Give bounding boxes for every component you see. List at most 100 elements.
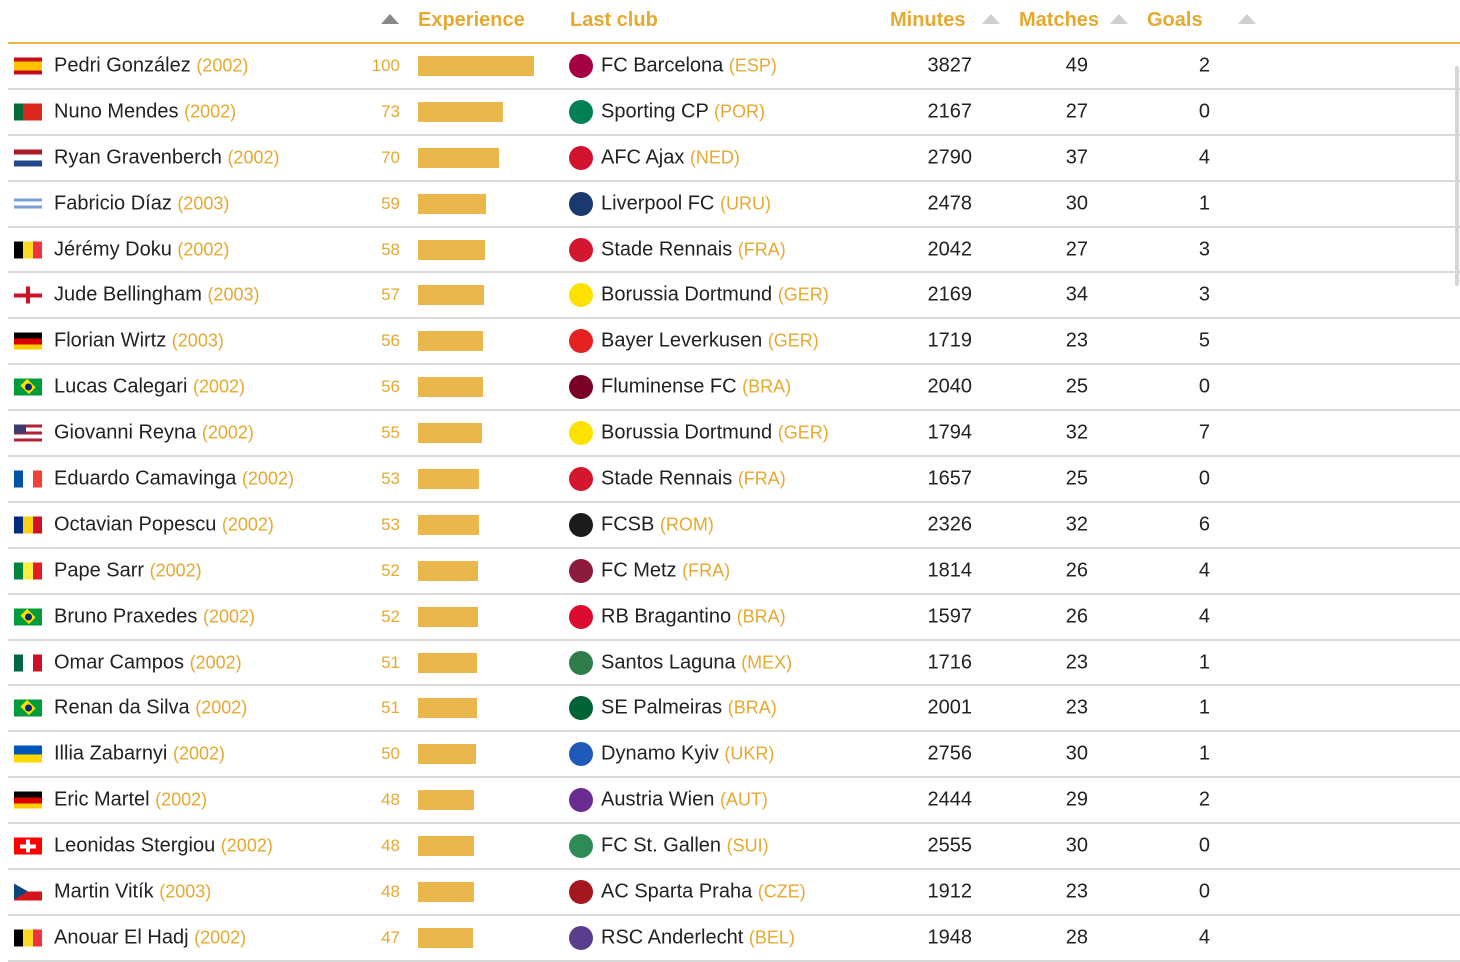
header-goals[interactable]: Goals xyxy=(1147,9,1203,31)
birth-year: (2003) xyxy=(177,193,230,214)
player-name-text: Jérémy Doku xyxy=(54,238,172,260)
last-club[interactable]: Stade Rennais (FRA) xyxy=(601,467,786,490)
table-body: Pedri González (2002) 100 FC Barcelona (ES… xyxy=(8,44,1460,962)
sort-experience-icon[interactable] xyxy=(381,14,399,24)
header-last-club[interactable]: Last club xyxy=(570,9,658,31)
experience-bar-track xyxy=(418,101,538,122)
sort-minutes-icon[interactable] xyxy=(982,14,1000,24)
player-name[interactable]: Anouar El Hadj (2002) xyxy=(54,926,246,949)
player-name-text: Pedri González xyxy=(54,54,191,77)
player-name[interactable]: Eric Martel (2002) xyxy=(54,789,207,812)
table-row[interactable]: Martin Vitík (2003) 48 AC Sparta Praha (CZ… xyxy=(8,870,1460,916)
player-name[interactable]: Jérémy Doku (2002) xyxy=(54,238,229,261)
last-club[interactable]: Fluminense FC (BRA) xyxy=(601,376,791,399)
table-row[interactable]: Illia Zabarnyi (2002) 50 Dynamo Kyiv (UKR)… xyxy=(8,732,1460,779)
table-row[interactable]: Jérémy Doku (2002) 58 Stade Rennais (FRA) 2… xyxy=(8,228,1460,274)
last-club[interactable]: SE Palmeiras (BRA) xyxy=(601,697,777,720)
player-name[interactable]: Giovanni Reyna (2002) xyxy=(54,422,254,445)
last-club[interactable]: Austria Wien (AUT) xyxy=(601,789,768,812)
player-name[interactable]: Renan da Silva (2002) xyxy=(54,697,247,720)
table-row[interactable]: Bruno Praxedes (2002) 52 RB Bragantino (BR… xyxy=(8,595,1460,641)
table-row[interactable]: Anouar El Hadj (2002) 47 RSC Anderlecht (B… xyxy=(8,916,1460,962)
club-name: Austria Wien xyxy=(601,788,715,811)
goals-value: 2 xyxy=(1198,788,1210,811)
player-name[interactable]: Nuno Mendes (2002) xyxy=(54,100,236,123)
club-country: (MEX) xyxy=(741,652,793,673)
player-name[interactable]: Fabricio Díaz (2003) xyxy=(54,192,229,215)
matches-value: 28 xyxy=(1065,926,1088,949)
last-club[interactable]: Bayer Leverkusen (GER) xyxy=(601,330,819,353)
scrollbar[interactable] xyxy=(1455,66,1459,286)
last-club[interactable]: Dynamo Kyiv (UKR) xyxy=(601,743,774,766)
sort-matches-icon[interactable] xyxy=(1110,14,1128,24)
last-club[interactable]: Liverpool FC (URU) xyxy=(601,192,771,215)
last-club[interactable]: Stade Rennais (FRA) xyxy=(601,238,786,261)
last-club[interactable]: RSC Anderlecht (BEL) xyxy=(601,926,795,949)
player-name[interactable]: Omar Campos (2002) xyxy=(54,651,242,674)
last-club[interactable]: FC St. Gallen (SUI) xyxy=(601,835,769,858)
last-club[interactable]: Sporting CP (POR) xyxy=(601,100,765,123)
player-name[interactable]: Florian Wirtz (2003) xyxy=(54,330,224,353)
last-club[interactable]: Santos Laguna (MEX) xyxy=(601,651,792,674)
matches-value: 34 xyxy=(1065,283,1088,306)
goals-value: 5 xyxy=(1198,329,1210,352)
table-row[interactable]: Leonidas Stergiou (2002) 48 FC St. Gallen … xyxy=(8,824,1460,871)
club-name: Stade Rennais xyxy=(601,238,733,260)
player-name[interactable]: Ryan Gravenberch (2002) xyxy=(54,146,279,169)
header-minutes[interactable]: Minutes xyxy=(890,9,966,31)
table-row[interactable]: Fabricio Díaz (2003) 59 Liverpool FC (URU)… xyxy=(8,182,1460,228)
last-club[interactable]: FC Metz (FRA) xyxy=(601,559,730,582)
last-club[interactable]: AFC Ajax (NED) xyxy=(601,146,740,169)
player-name[interactable]: Pedri González (2002) xyxy=(54,54,248,77)
table-row[interactable]: Eric Martel (2002) 48 Austria Wien (AUT) 24… xyxy=(8,778,1460,825)
player-name[interactable]: Pape Sarr (2002) xyxy=(54,559,202,582)
club-crest-icon xyxy=(569,696,593,721)
club-name: Borussia Dortmund xyxy=(601,421,773,444)
country-flag-icon xyxy=(14,654,42,672)
table-row[interactable]: Pedri González (2002) 100 FC Barcelona (ES… xyxy=(8,44,1460,90)
minutes-value: 1719 xyxy=(927,329,973,352)
country-flag-icon xyxy=(14,332,42,350)
table-row[interactable]: Omar Campos (2002) 51 Santos Laguna (MEX) 1… xyxy=(8,641,1460,687)
table-row[interactable]: Renan da Silva (2002) 51 SE Palmeiras (BRA… xyxy=(8,686,1460,733)
table-row[interactable]: Lucas Calegari (2002) 56 Fluminense FC (BR… xyxy=(8,365,1460,412)
birth-year: (2002) xyxy=(149,560,202,581)
table-row[interactable]: Florian Wirtz (2003) 56 Bayer Leverkusen (… xyxy=(8,319,1460,366)
last-club[interactable]: RB Bragantino (BRA) xyxy=(601,605,786,628)
player-name[interactable]: Octavian Popescu (2002) xyxy=(54,513,274,536)
last-club[interactable]: FCSB (ROM) xyxy=(601,513,714,536)
birth-year: (2003) xyxy=(171,330,224,351)
last-club[interactable]: Borussia Dortmund (GER) xyxy=(601,422,829,445)
header-experience[interactable]: Experience xyxy=(418,9,525,31)
player-name[interactable]: Bruno Praxedes (2002) xyxy=(54,605,255,628)
club-name: Liverpool FC xyxy=(601,192,715,215)
table-row[interactable]: Nuno Mendes (2002) 73 Sporting CP (POR) 216… xyxy=(8,90,1460,136)
table-row[interactable]: Jude Bellingham (2003) 57 Borussia Dortmun… xyxy=(8,273,1460,320)
table-row[interactable]: Eduardo Camavinga (2002) 53 Stade Rennais … xyxy=(8,457,1460,503)
player-name[interactable]: Eduardo Camavinga (2002) xyxy=(54,467,294,490)
club-country: (NED) xyxy=(689,147,740,168)
player-name[interactable]: Illia Zabarnyi (2002) xyxy=(54,743,225,766)
birth-year: (2003) xyxy=(159,881,212,902)
club-name: Santos Laguna xyxy=(601,651,736,674)
experience-bar-track xyxy=(418,55,538,76)
table-row[interactable]: Giovanni Reyna (2002) 55 Borussia Dortmund… xyxy=(8,411,1460,458)
club-country: (SUI) xyxy=(726,835,769,856)
table-row[interactable]: Octavian Popescu (2002) 53 FCSB (ROM) 2326 3… xyxy=(8,503,1460,549)
header-matches[interactable]: Matches xyxy=(1019,9,1100,31)
table-row[interactable]: Pape Sarr (2002) 52 FC Metz (FRA) 1814 26 4 xyxy=(8,549,1460,595)
last-club[interactable]: AC Sparta Praha (CZE) xyxy=(601,880,806,903)
table-row[interactable]: Ryan Gravenberch (2002) 70 AFC Ajax (NED) 2… xyxy=(8,136,1460,182)
player-name[interactable]: Lucas Calegari (2002) xyxy=(54,376,245,399)
birth-year: (2002) xyxy=(241,468,294,489)
goals-value: 6 xyxy=(1198,513,1210,536)
club-crest-icon xyxy=(569,237,593,262)
player-name[interactable]: Martin Vitík (2003) xyxy=(54,880,211,903)
club-name: SE Palmeiras xyxy=(601,696,723,719)
country-flag-icon xyxy=(14,929,42,947)
last-club[interactable]: Borussia Dortmund (GER) xyxy=(601,284,829,307)
last-club[interactable]: FC Barcelona (ESP) xyxy=(601,54,777,77)
player-name[interactable]: Leonidas Stergiou (2002) xyxy=(54,835,273,858)
sort-goals-icon[interactable] xyxy=(1238,14,1256,24)
player-name[interactable]: Jude Bellingham (2003) xyxy=(54,284,259,307)
